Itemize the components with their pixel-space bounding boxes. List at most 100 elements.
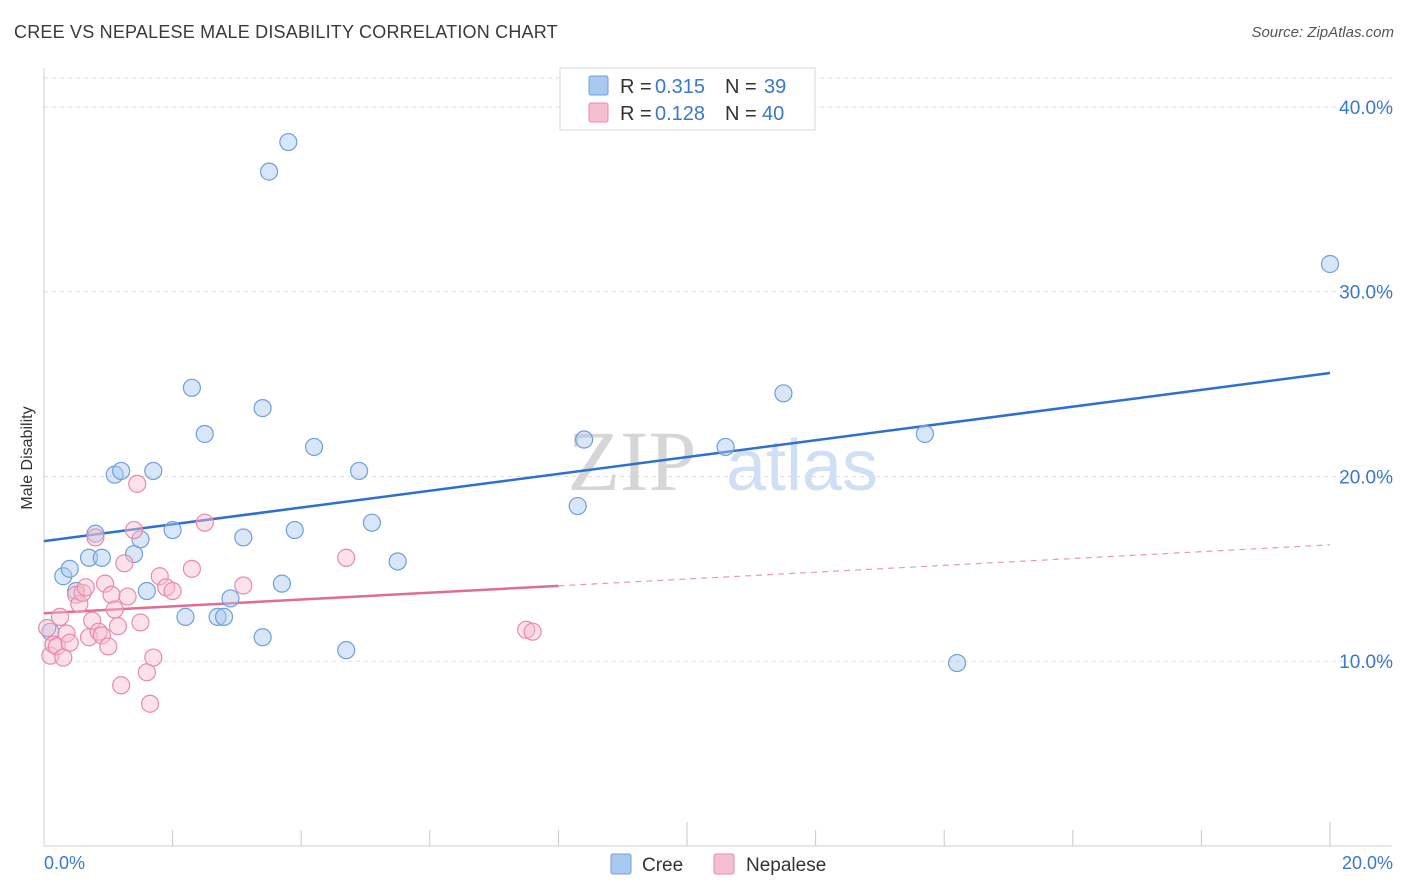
point-nepalese xyxy=(102,585,121,604)
point-cree xyxy=(716,437,735,457)
point-cree xyxy=(253,628,272,647)
point-cree xyxy=(182,378,201,397)
x-tick-label-min: 0.0% xyxy=(44,853,85,873)
point-nepalese xyxy=(60,633,79,652)
point-nepalese xyxy=(195,513,214,532)
y-tick-label: 30.0% xyxy=(1339,283,1393,304)
series-legend-swatch-cree xyxy=(610,853,632,875)
point-cree xyxy=(79,548,99,567)
point-cree xyxy=(163,520,182,540)
point-nepalese xyxy=(150,567,169,586)
y-tick-label: 10.0% xyxy=(1339,652,1393,673)
series-legend-swatch-nepalese xyxy=(713,853,735,875)
point-cree xyxy=(253,399,272,418)
point-cree xyxy=(54,567,73,586)
point-cree xyxy=(208,607,227,626)
point-cree xyxy=(92,548,111,567)
point-cree xyxy=(144,461,163,481)
point-nepalese xyxy=(124,520,144,540)
point-cree xyxy=(915,424,935,444)
point-cree xyxy=(272,574,292,593)
watermark-atlas: atlas xyxy=(726,426,878,506)
point-nepalese xyxy=(105,600,124,619)
y-tick-label: 40.0% xyxy=(1339,98,1393,119)
point-cree xyxy=(137,581,156,601)
point-nepalese xyxy=(337,548,356,567)
legend-n-label-cree: N = xyxy=(725,76,757,98)
y-tick-label: 20.0% xyxy=(1339,467,1393,488)
legend-swatch-cree xyxy=(588,75,609,96)
point-nepalese xyxy=(234,576,253,595)
point-nepalese xyxy=(517,620,536,639)
point-cree xyxy=(362,513,382,532)
point-cree xyxy=(1320,254,1340,274)
point-nepalese xyxy=(44,635,63,654)
point-nepalese xyxy=(95,574,115,593)
point-nepalese xyxy=(118,587,137,606)
axes xyxy=(43,68,1392,847)
data-points xyxy=(38,132,1340,713)
point-nepalese xyxy=(86,528,105,547)
point-nepalese xyxy=(140,694,160,713)
point-nepalese xyxy=(76,578,95,597)
stats-legend: R = 0.315 N = 39 R = 0.128 N = 40 xyxy=(559,67,816,131)
point-nepalese xyxy=(112,676,131,695)
point-cree xyxy=(214,607,234,626)
legend-r-label-cree: R = xyxy=(620,76,652,98)
point-nepalese xyxy=(83,611,102,630)
point-cree xyxy=(388,552,407,571)
point-cree xyxy=(279,132,298,152)
legend-r-value-cree: 0.315 xyxy=(655,76,705,98)
point-nepalese xyxy=(182,559,201,578)
point-cree xyxy=(304,437,324,457)
legend-r-label-nepalese: R = xyxy=(620,103,652,125)
point-cree xyxy=(575,430,594,449)
watermark-zip: ZIP xyxy=(568,413,697,509)
point-cree xyxy=(60,559,79,578)
point-cree xyxy=(349,461,369,481)
trend-line-extension-nepalese xyxy=(558,544,1331,587)
point-nepalese xyxy=(131,613,150,632)
x-tick-label-max: 20.0% xyxy=(1342,853,1393,873)
point-nepalese xyxy=(38,618,57,638)
point-cree xyxy=(259,162,279,181)
point-cree xyxy=(285,520,304,540)
legend-n-value-nepalese: 40 xyxy=(762,103,784,125)
point-cree xyxy=(221,589,240,608)
legend-r-value-nepalese: 0.128 xyxy=(655,103,705,125)
point-nepalese xyxy=(144,648,163,667)
watermark: ZIP atlas xyxy=(568,413,879,509)
point-nepalese xyxy=(99,637,118,656)
point-nepalese xyxy=(523,622,542,641)
point-nepalese xyxy=(128,474,147,493)
point-nepalese xyxy=(92,626,111,645)
point-nepalese xyxy=(163,581,182,601)
series-legend: Cree Nepalese xyxy=(610,853,826,876)
legend-n-label-nepalese: N = xyxy=(725,103,757,125)
point-cree xyxy=(195,424,214,444)
point-nepalese xyxy=(50,607,70,626)
trend-lines xyxy=(43,371,1331,615)
point-cree xyxy=(234,528,253,547)
point-cree xyxy=(337,641,356,660)
point-cree xyxy=(774,384,793,403)
source-label: Source: ZipAtlas.com xyxy=(1251,24,1394,41)
point-cree xyxy=(131,530,150,549)
trend-line-nepalese xyxy=(43,584,559,615)
point-nepalese xyxy=(108,617,128,636)
point-nepalese xyxy=(73,583,92,602)
series-legend-label-cree: Cree xyxy=(642,855,683,876)
chart-title: CREE VS NEPALESE MALE DISABILITY CORRELA… xyxy=(14,22,558,42)
point-nepalese xyxy=(115,554,134,573)
point-cree xyxy=(568,496,587,516)
point-cree xyxy=(176,607,195,626)
legend-swatch-nepalese xyxy=(588,102,609,123)
trend-line-cree xyxy=(43,371,1331,543)
gridlines xyxy=(44,77,1392,662)
legend-n-value-cree: 39 xyxy=(764,76,786,98)
point-nepalese xyxy=(70,594,89,614)
series-legend-label-nepalese: Nepalese xyxy=(746,855,826,876)
point-cree xyxy=(112,461,131,481)
tick-labels: 10.0% 20.0% 30.0% 40.0% 0.0% 20.0% xyxy=(44,98,1393,873)
